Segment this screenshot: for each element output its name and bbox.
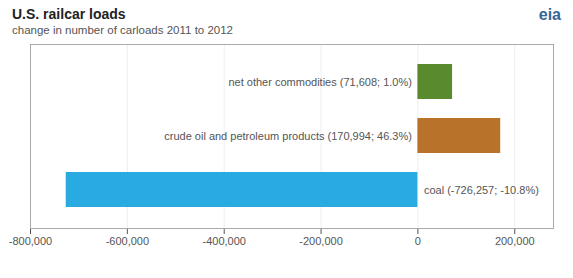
- html-text:change in number of carloads 2: change in number of carloads 2011 to 201…: [12, 24, 233, 36]
- svg-text:200,000: 200,000: [495, 235, 535, 247]
- html-text:U.S. railcar loads: U.S. railcar loads: [12, 6, 126, 22]
- svg-text:crude oil and petroleum produc: crude oil and petroleum products (170,99…: [164, 130, 412, 142]
- svg-text:net other commodities (71,608;: net other commodities (71,608; 1.0%): [228, 76, 411, 88]
- svg-text:-800,000: -800,000: [9, 235, 52, 247]
- svg-text:-400,000: -400,000: [202, 235, 245, 247]
- svg-text:coal (-726,257; -10.8%): coal (-726,257; -10.8%): [424, 184, 539, 196]
- html-text:eia: eia: [538, 6, 561, 23]
- svg-text:-200,000: -200,000: [299, 235, 342, 247]
- svg-text:-600,000: -600,000: [106, 235, 149, 247]
- svg-text:0: 0: [415, 235, 421, 247]
